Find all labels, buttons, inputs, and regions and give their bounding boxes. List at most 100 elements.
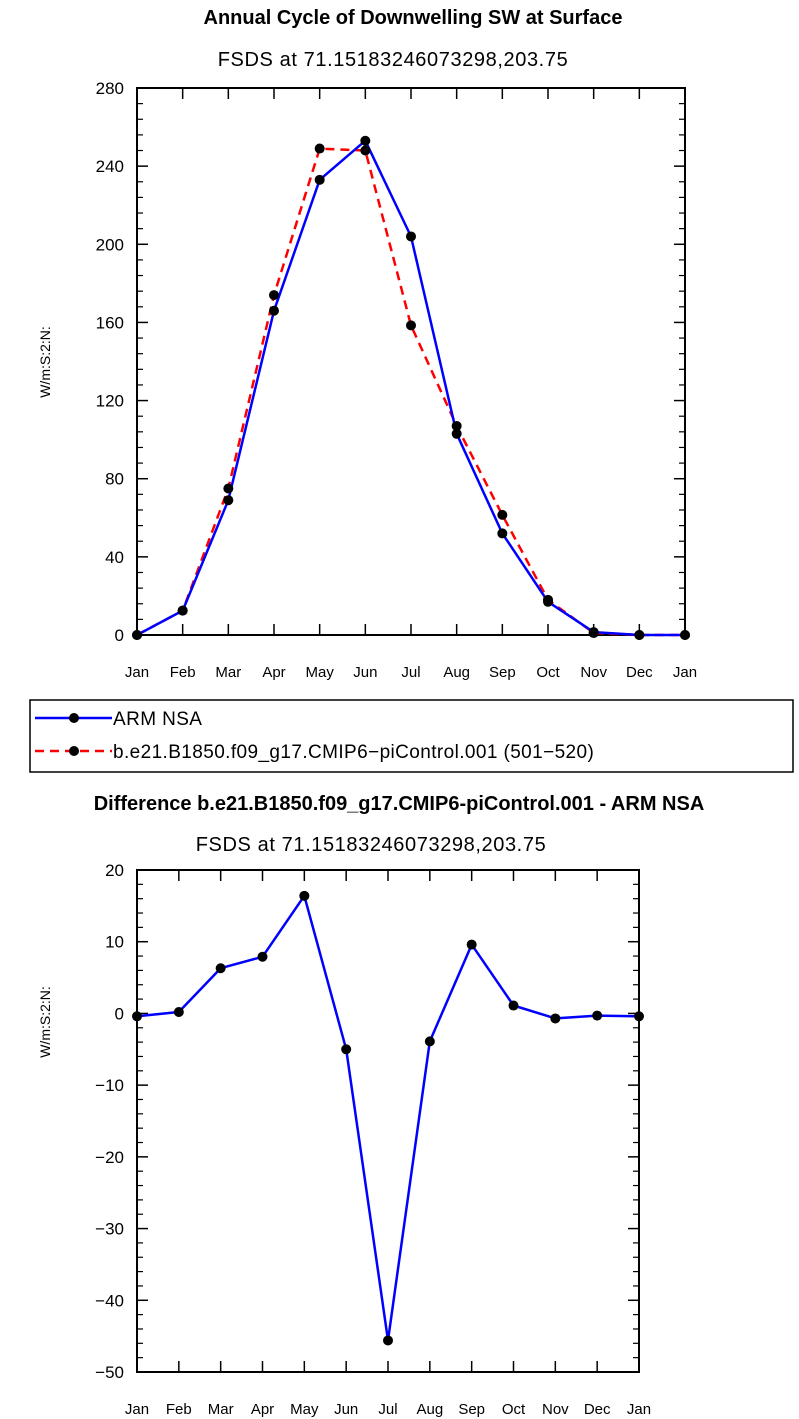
- x-tick-label: Dec: [626, 664, 653, 681]
- x-tick-label: Feb: [170, 664, 196, 681]
- data-point-s0-10: [550, 1013, 561, 1024]
- series-line-0: [136, 139, 685, 637]
- y-tick-label: −40: [95, 1291, 124, 1310]
- chart2-x-tick-labels: Jan Feb Mar Apr May Jun Jul Aug Sep Oct Nov Dec Jan: [125, 1401, 651, 1418]
- data-point-s0-8: [497, 528, 508, 539]
- data-point-s1-6: [406, 320, 416, 331]
- data-point-s0-8: [466, 939, 477, 950]
- x-tick-label: Nov: [580, 664, 607, 681]
- legend-label-arm-nsa: ARM NSA: [113, 709, 202, 730]
- x-tick-label: Jan: [627, 1401, 651, 1418]
- data-point-s1-0: [132, 630, 142, 640]
- data-point-s0-3: [269, 305, 279, 316]
- x-tick-label: Aug: [443, 664, 470, 681]
- legend-marker-model: [69, 746, 79, 756]
- x-tick-label: Mar: [208, 1401, 234, 1418]
- chart1-y-tick-labels: 0 40 80 120 160 200 240 280: [96, 79, 124, 645]
- annual-cycle-chart: Annual Cycle of Downwelling SW at Surfac…: [37, 7, 697, 681]
- x-tick-label: May: [305, 664, 334, 681]
- chart1-plot-frame: [136, 87, 686, 636]
- data-point-s0-0: [132, 1011, 142, 1022]
- x-tick-label: Jan: [125, 664, 149, 681]
- data-point-s0-7: [451, 428, 462, 439]
- data-point-s1-4: [314, 143, 325, 154]
- x-tick-label: Sep: [489, 664, 516, 681]
- x-tick-label: Nov: [542, 1401, 569, 1418]
- chart2-y-axis-label: W/m:S:2:N:: [37, 986, 53, 1058]
- difference-chart: Difference b.e21.B1850.f09_g17.CMIP6-piC…: [37, 793, 704, 1418]
- y-tick-label: 20: [105, 861, 124, 880]
- x-tick-label: Sep: [458, 1401, 485, 1418]
- x-tick-label: Aug: [416, 1401, 443, 1418]
- y-tick-label: 280: [96, 79, 124, 98]
- data-point-s0-1: [173, 1006, 184, 1017]
- y-tick-label: 200: [96, 235, 124, 254]
- x-tick-label: Jul: [401, 664, 420, 681]
- data-point-s1-10: [588, 628, 599, 639]
- x-tick-label: Oct: [536, 664, 560, 681]
- data-point-s1-3: [269, 290, 279, 301]
- x-tick-label: Feb: [166, 1401, 192, 1418]
- x-tick-label: Jun: [334, 1401, 358, 1418]
- data-point-s0-12: [634, 1011, 644, 1022]
- chart1-series: [132, 135, 690, 640]
- legend: ARM NSA b.e21.B1850.f09_g17.CMIP6−piCont…: [29, 699, 794, 773]
- data-point-s0-5: [360, 135, 371, 146]
- y-tick-label: 0: [115, 626, 124, 645]
- x-tick-label: Apr: [262, 664, 285, 681]
- y-tick-label: −10: [95, 1076, 124, 1095]
- y-tick-label: 40: [105, 548, 124, 567]
- data-point-s1-5: [360, 145, 371, 156]
- data-point-s1-2: [223, 483, 234, 494]
- legend-entry-model: b.e21.B1850.f09_g17.CMIP6−piControl.001 …: [35, 742, 594, 763]
- chart1-x-tick-labels: Jan Feb Mar Apr May Jun Jul Aug Sep Oct Nov Dec Jan: [125, 664, 697, 681]
- y-tick-label: −30: [95, 1220, 124, 1239]
- y-tick-label: 160: [96, 313, 124, 332]
- series-line-0: [136, 894, 640, 1342]
- data-point-s1-9: [543, 594, 553, 605]
- chart2-ticks: [136, 869, 640, 1373]
- chart1-ticks: [136, 87, 686, 636]
- data-point-s0-9: [508, 1000, 519, 1011]
- y-tick-label: 10: [105, 933, 124, 952]
- data-point-s1-12: [680, 630, 690, 640]
- y-tick-label: 120: [96, 392, 124, 411]
- chart1-subtitle: FSDS at 71.15183246073298,203.75: [218, 49, 569, 71]
- chart2-plot-frame: [136, 869, 640, 1373]
- chart2-title: Difference b.e21.B1850.f09_g17.CMIP6-piC…: [94, 793, 705, 815]
- y-tick-label: 240: [96, 157, 124, 176]
- data-point-s0-6: [406, 231, 416, 242]
- data-point-s0-5: [341, 1044, 352, 1055]
- chart1-title: Annual Cycle of Downwelling SW at Surfac…: [204, 7, 623, 29]
- x-tick-label: Apr: [251, 1401, 274, 1418]
- x-tick-label: Jan: [673, 664, 697, 681]
- chart1-y-axis-label: W/m:S:2:N:: [37, 326, 53, 398]
- legend-label-model: b.e21.B1850.f09_g17.CMIP6−piControl.001 …: [113, 742, 594, 763]
- data-point-s0-7: [424, 1036, 435, 1047]
- data-point-s0-2: [215, 963, 226, 974]
- x-tick-label: Dec: [584, 1401, 611, 1418]
- data-point-s1-11: [634, 630, 645, 640]
- data-point-s1-7: [451, 420, 462, 431]
- x-tick-label: May: [290, 1401, 319, 1418]
- data-point-s0-4: [299, 890, 310, 901]
- data-point-s0-11: [592, 1010, 603, 1021]
- x-tick-label: Jul: [378, 1401, 397, 1418]
- chart2-subtitle: FSDS at 71.15183246073298,203.75: [196, 834, 547, 856]
- legend-marker-arm-nsa: [69, 713, 79, 723]
- data-point-s0-6: [383, 1335, 393, 1346]
- data-point-s1-8: [497, 509, 508, 520]
- y-tick-label: −20: [95, 1148, 124, 1167]
- legend-box: [29, 699, 794, 773]
- y-tick-label: −50: [95, 1363, 124, 1382]
- data-point-s0-3: [257, 951, 268, 962]
- y-tick-label: 0: [115, 1004, 124, 1023]
- y-tick-label: 80: [105, 470, 124, 489]
- chart2-y-tick-labels: −50 −40 −30 −20 −10 0 10 20: [95, 861, 124, 1382]
- chart2-series: [132, 890, 644, 1346]
- data-point-s1-1: [177, 605, 188, 616]
- x-tick-label: Oct: [502, 1401, 526, 1418]
- data-point-s0-2: [223, 495, 234, 506]
- x-tick-label: Jan: [125, 1401, 149, 1418]
